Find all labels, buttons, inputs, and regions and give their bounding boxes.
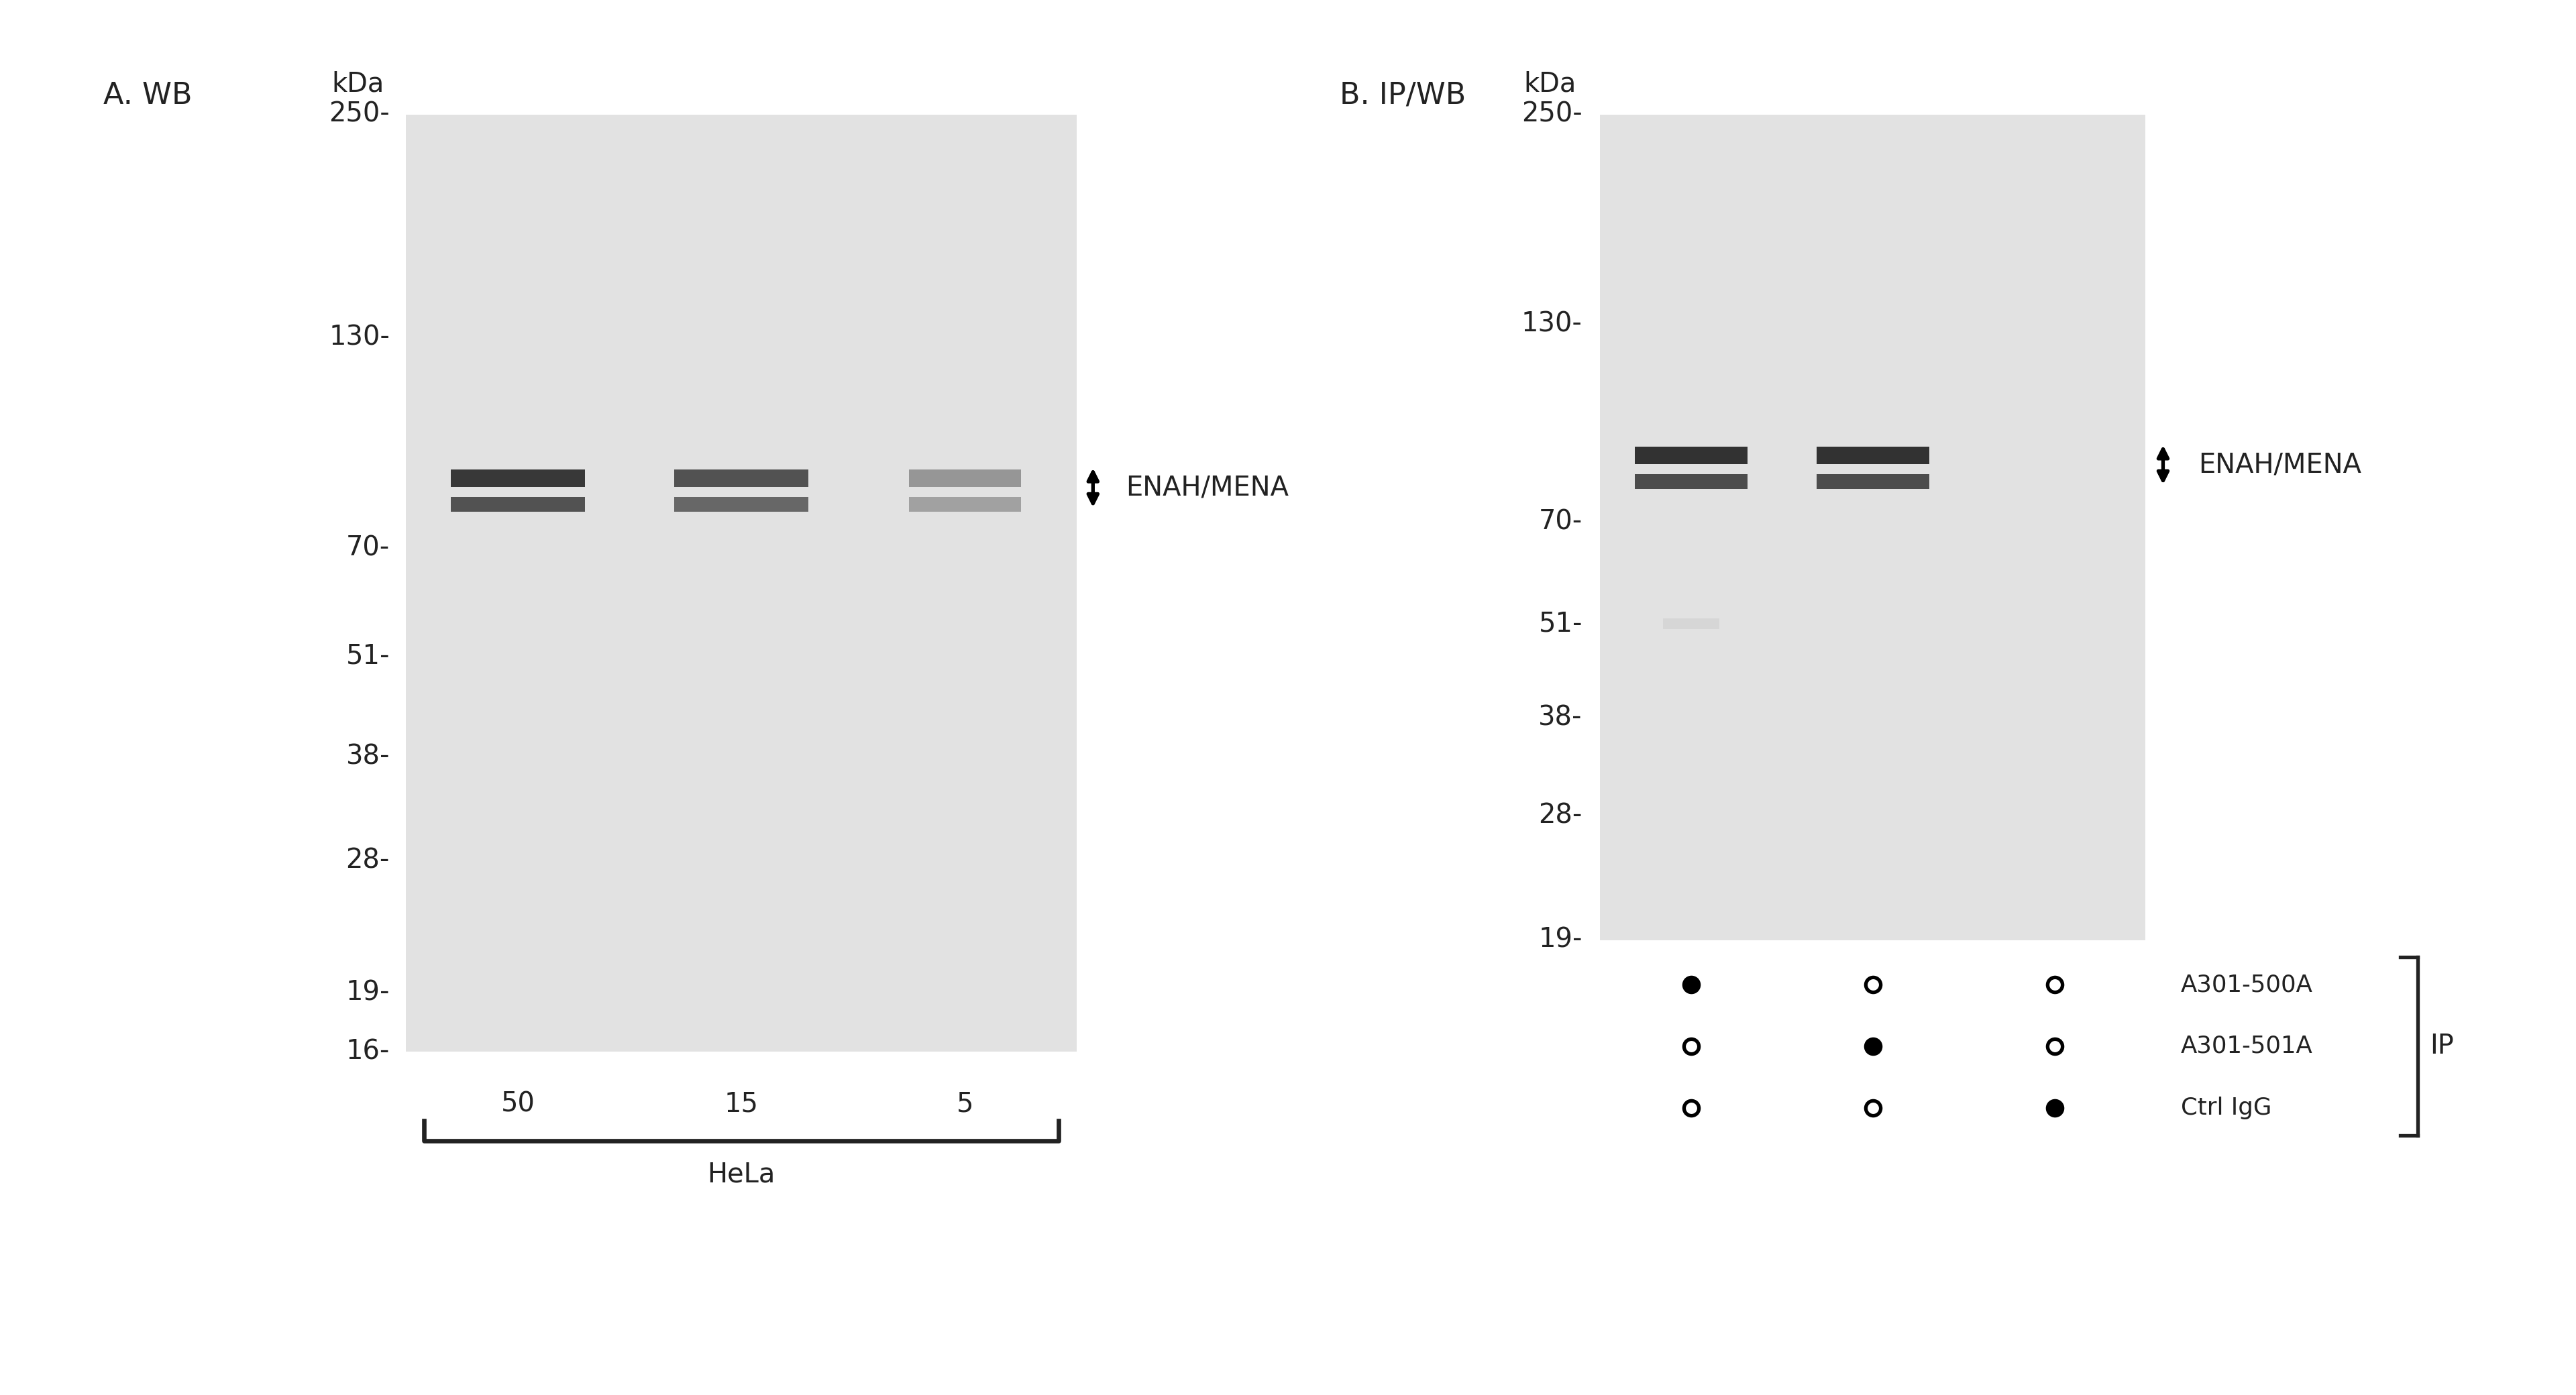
Text: 51-: 51- (1538, 611, 1582, 638)
Text: Ctrl IgG: Ctrl IgG (2182, 1096, 2272, 1119)
Bar (909, 469, 1020, 487)
Text: 38-: 38- (345, 744, 389, 770)
Text: IP: IP (2429, 1032, 2455, 1060)
Bar (1816, 474, 1929, 488)
Text: 51-: 51- (345, 643, 389, 670)
Text: 250-: 250- (330, 100, 389, 128)
Text: 19-: 19- (1538, 926, 1582, 954)
Bar (1636, 446, 1747, 465)
Bar (675, 497, 809, 512)
Text: 50: 50 (500, 1091, 536, 1117)
Text: 70-: 70- (1538, 509, 1582, 536)
Bar (1636, 474, 1747, 488)
Text: kDa: kDa (1525, 71, 1577, 98)
Bar (407, 114, 1077, 1052)
Text: 16-: 16- (345, 1038, 389, 1066)
Text: B. IP/WB: B. IP/WB (1340, 81, 1466, 110)
Text: 28-: 28- (345, 848, 389, 875)
Text: 28-: 28- (1538, 802, 1582, 830)
Text: ENAH/MENA: ENAH/MENA (1126, 474, 1288, 501)
Text: 15: 15 (724, 1091, 757, 1117)
Text: 130-: 130- (1522, 311, 1582, 338)
Bar (1816, 446, 1929, 465)
Text: A. WB: A. WB (103, 81, 193, 110)
Bar (451, 497, 585, 512)
Text: kDa: kDa (332, 71, 384, 98)
Bar (451, 469, 585, 487)
Text: 5: 5 (956, 1091, 974, 1117)
Text: ENAH/MENA: ENAH/MENA (2200, 452, 2362, 478)
Text: 250-: 250- (1522, 100, 1582, 128)
Text: 38-: 38- (1538, 704, 1582, 731)
Text: A301-501A: A301-501A (2182, 1035, 2313, 1057)
Bar (909, 497, 1020, 512)
Bar (1600, 114, 2146, 940)
Text: HeLa: HeLa (708, 1161, 775, 1189)
Text: 19-: 19- (345, 979, 389, 1007)
Text: 70-: 70- (345, 536, 389, 562)
Text: 130-: 130- (330, 324, 389, 350)
Bar (675, 469, 809, 487)
Bar (1664, 618, 1718, 629)
Text: A301-500A: A301-500A (2182, 974, 2313, 996)
